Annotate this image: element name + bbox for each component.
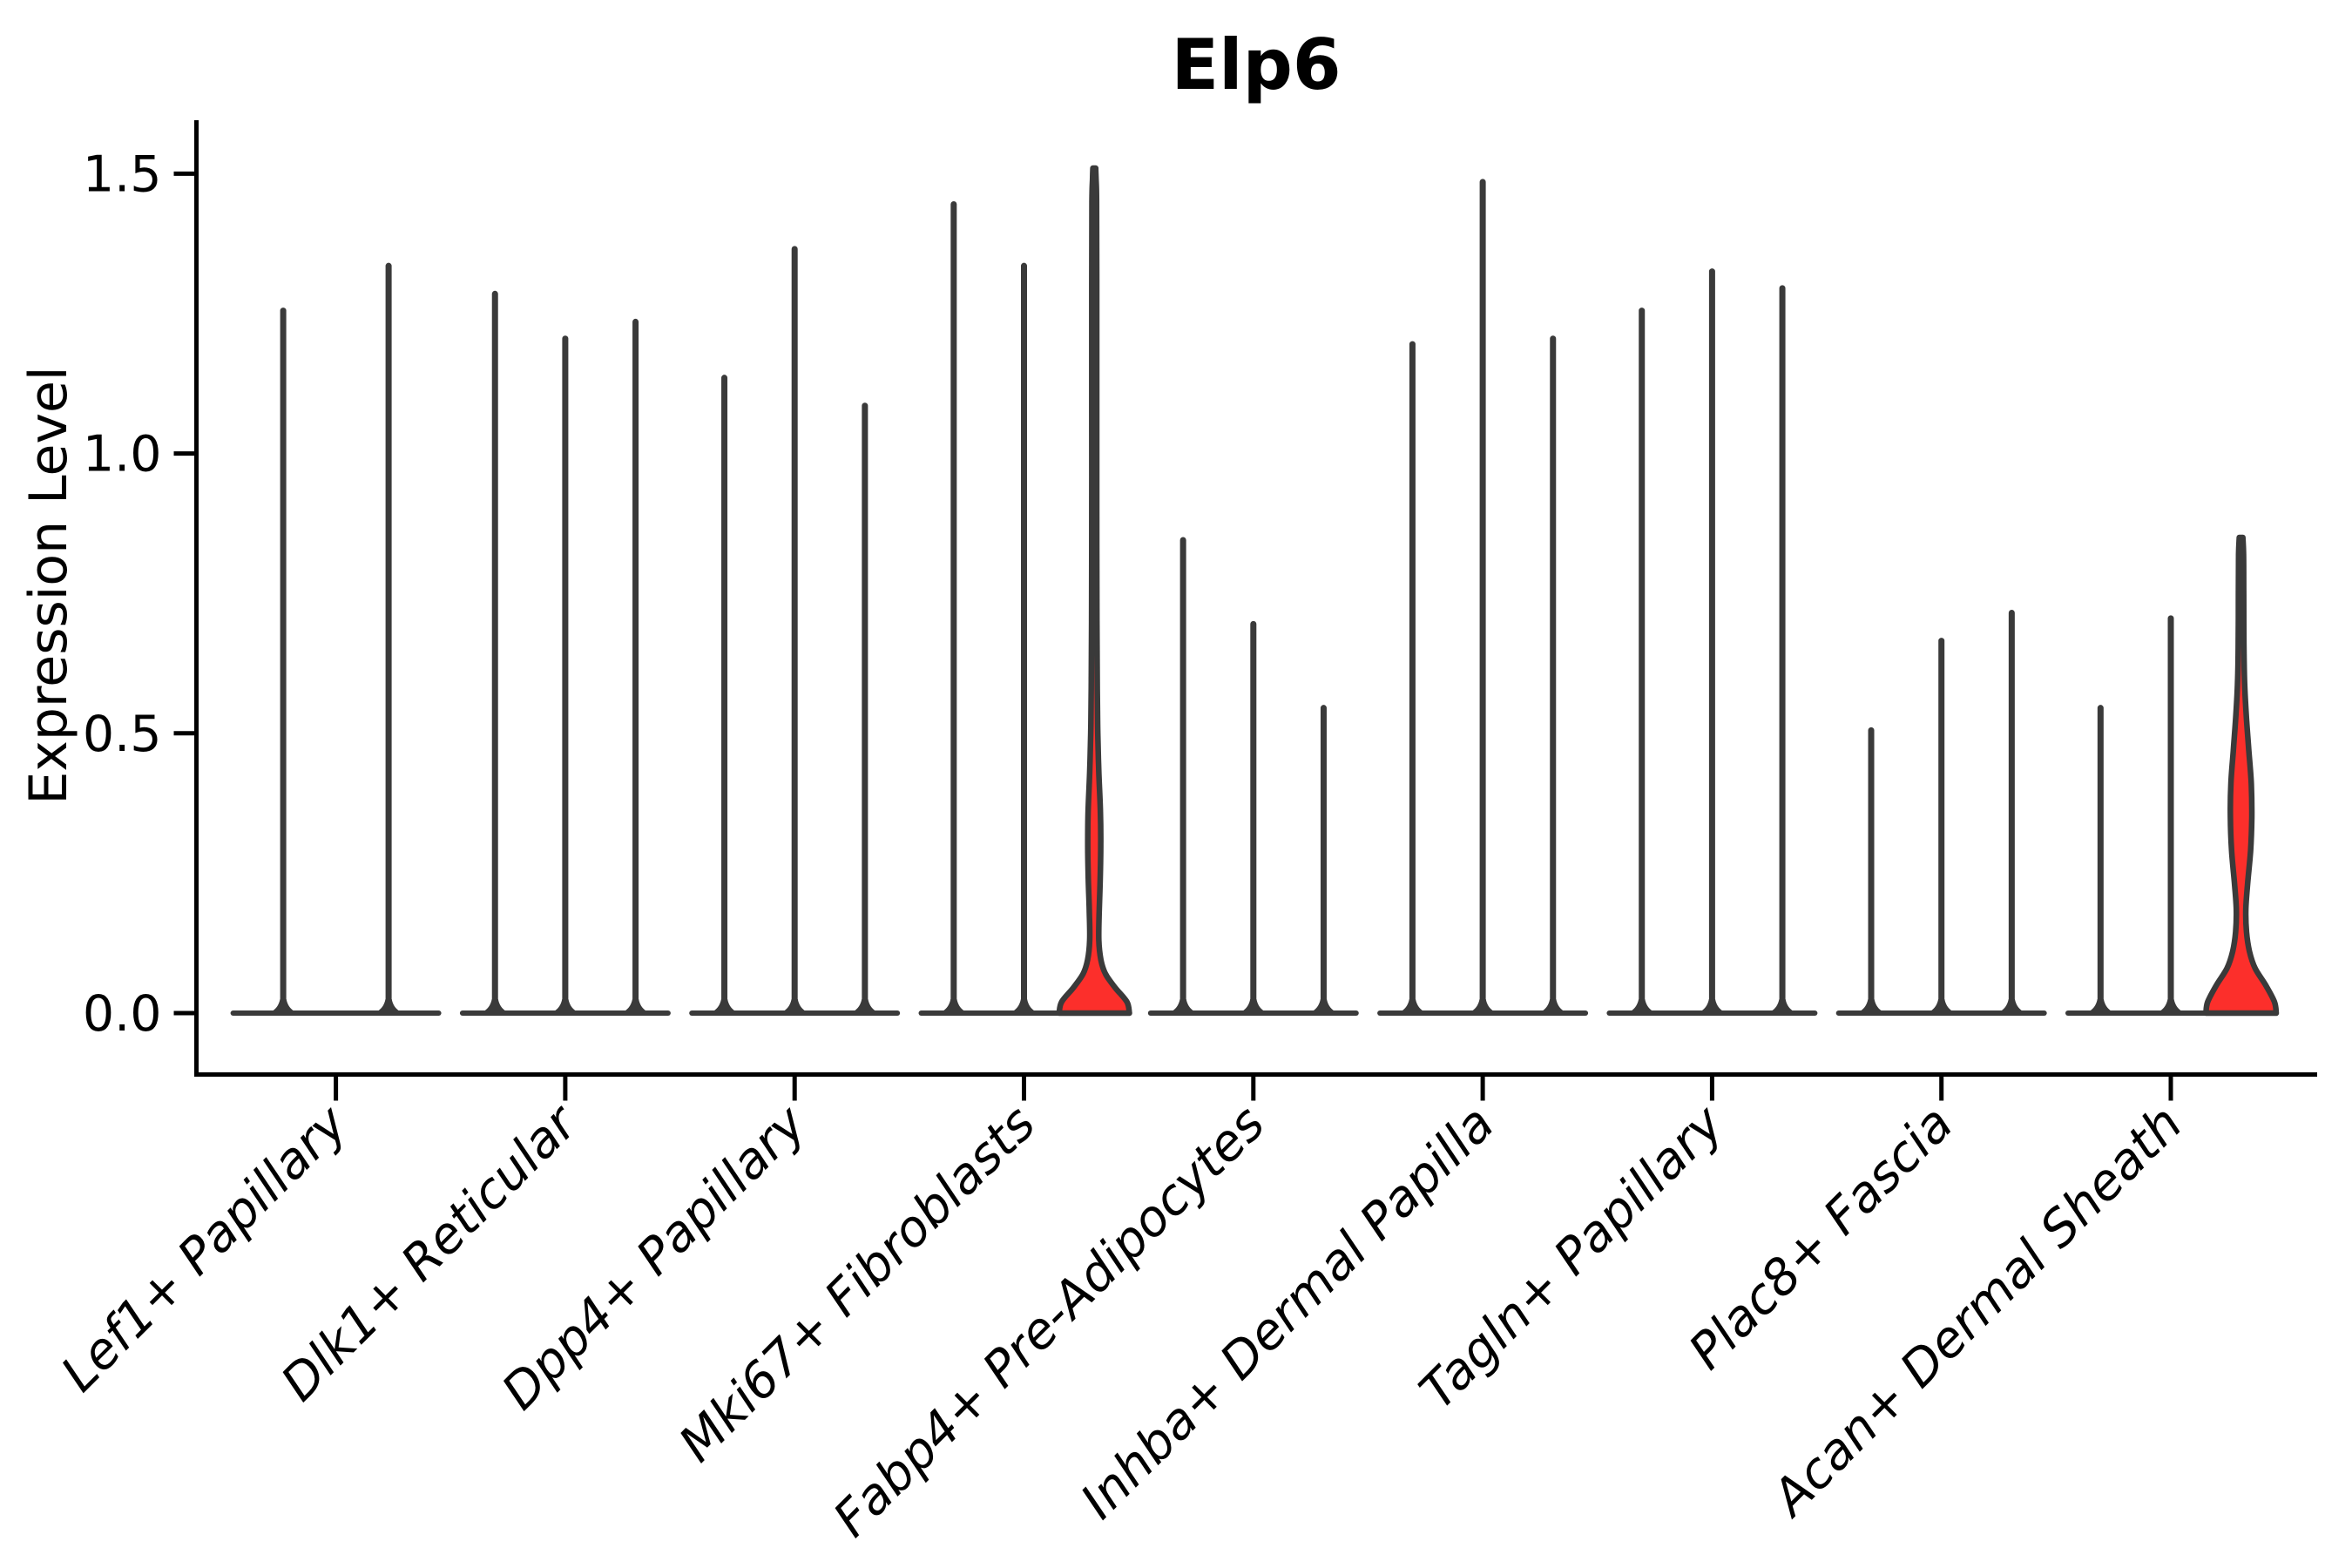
chart-title: Elp6 bbox=[1172, 24, 1342, 105]
y-axis-label: Expression Level bbox=[18, 366, 79, 804]
y-tick-label: 1.5 bbox=[83, 145, 162, 203]
violin-highlighted bbox=[1056, 165, 1132, 1017]
y-tick-label: 1.0 bbox=[83, 426, 162, 483]
x-axis-category-label: Inhba+ Dermal Papilla bbox=[1070, 1095, 1505, 1531]
x-axis-category-label: Fabp4+ Pre-Adipocytes bbox=[822, 1095, 1275, 1548]
x-axis-category-label: Acan+ Dermal Sheath bbox=[1759, 1095, 2193, 1529]
y-tick-label: 0.0 bbox=[83, 985, 162, 1043]
y-tick-label: 0.5 bbox=[83, 706, 162, 763]
violin-highlighted bbox=[2203, 534, 2280, 1017]
